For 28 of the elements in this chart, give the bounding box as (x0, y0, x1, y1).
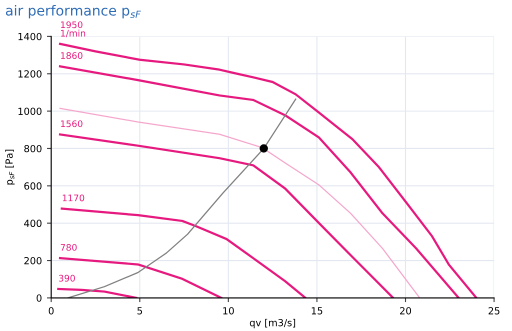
x-axis-title: qv [m3/s] (250, 318, 296, 328)
y-tick-label: 800 (24, 144, 42, 152)
x-tick-label: 10 (223, 307, 234, 314)
y-tick-label: 600 (24, 182, 42, 190)
line-series (58, 257, 222, 298)
x-tick-label: 15 (312, 307, 322, 314)
series-label: 1560 (61, 120, 82, 128)
y-tick-label: 200 (24, 257, 42, 264)
x-tick-label: 20 (400, 307, 412, 314)
line-series (58, 133, 394, 298)
chart-title: air performance p$_{sF}$ (6, 4, 141, 18)
y-tick-label: 0 (36, 294, 42, 302)
y-tick-label: 1400 (18, 32, 42, 40)
series-label: 1950 1/min (61, 21, 86, 38)
line-series (59, 108, 420, 298)
x-tick-label: 5 (137, 307, 142, 314)
x-tick-label: 0 (48, 307, 54, 314)
y-tick-label: 400 (24, 220, 42, 228)
series-label: 1860 (61, 52, 82, 59)
y-tick-label: 1200 (18, 70, 42, 78)
line-series (57, 288, 138, 298)
x-tick-label: 25 (488, 307, 500, 314)
series-label: 1170 (62, 194, 84, 202)
y-tick-label: 1000 (18, 108, 42, 115)
y-axis-title: p$_{sF}$ [Pa] (5, 150, 15, 185)
series-label: 390 (58, 274, 75, 282)
series-label: 780 (60, 244, 77, 251)
line-series (60, 208, 307, 298)
